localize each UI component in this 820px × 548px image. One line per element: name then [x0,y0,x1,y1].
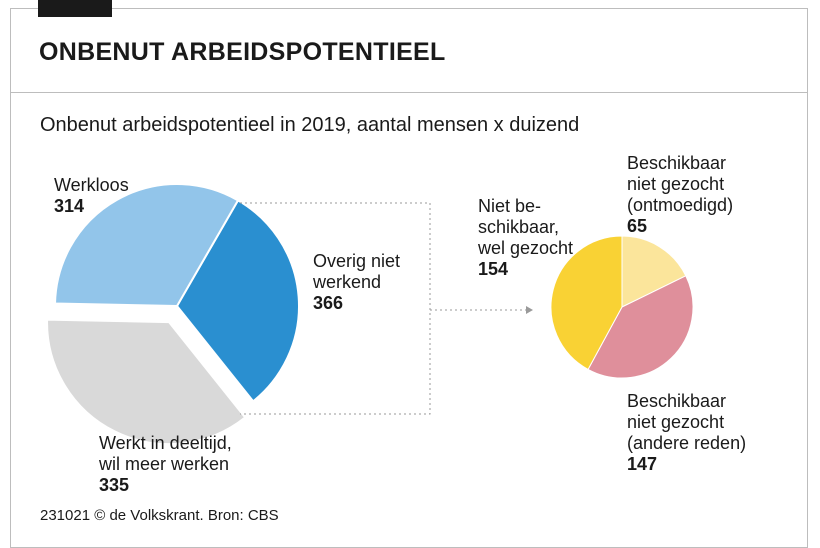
main-pie [46,183,300,446]
label-overig: Overig niet werkend 366 [313,251,400,314]
label-overig-line1: Overig niet [313,251,401,271]
detail-pie-slice-beschikbaar-niet-gezocht-ontmoedigd [621,235,687,308]
label-ontmoedigd-line3: (ontmoedigd) [627,195,734,215]
label-niet-beschikbaar: Niet be- schikbaar, wel gezocht 154 [478,196,573,280]
source-credit: 231021 © de Volkskrant. Bron: CBS [40,507,279,524]
connector-bracket [240,202,431,415]
chart-subtitle: Onbenut arbeidspotentieel in 2019, aanta… [40,114,580,136]
label-overig-value: 366 [313,293,344,313]
label-werkloos: Werkloos 314 [54,175,129,217]
label-werkloos-name: Werkloos [54,175,129,195]
pie-charts [46,183,694,446]
detail-pie-slice-niet-beschikbaar-wel-gezocht [550,235,623,370]
label-andere-reden-line1: Beschikbaar [627,391,727,411]
detail-pie-slice-beschikbaar-niet-gezocht-andere-reden [587,275,694,379]
detail-pie [550,235,694,379]
label-deeltijd-line1: Werkt in deeltijd, [99,433,232,453]
connector-arrow-head [526,306,533,314]
label-andere-reden: Beschikbaar niet gezocht (andere reden) … [627,391,746,475]
label-niet-beschikbaar-line3: wel gezocht [478,238,574,258]
label-andere-reden-line3: (andere reden) [627,433,747,453]
label-ontmoedigd-line1: Beschikbaar [627,153,727,173]
header-divider [10,92,808,93]
label-overig-line2: werkend [313,272,382,292]
label-deeltijd-value: 335 [99,475,130,495]
label-andere-reden-value: 147 [627,454,658,474]
label-niet-beschikbaar-value: 154 [478,259,509,279]
label-niet-beschikbaar-line1: Niet be- [478,196,542,216]
connector-lines [240,202,533,415]
label-niet-beschikbaar-line2: schikbaar, [478,217,560,237]
label-deeltijd: Werkt in deeltijd, wil meer werken 335 [99,433,232,496]
label-ontmoedigd: Beschikbaar niet gezocht (ontmoedigd) 65 [627,153,733,237]
label-werkloos-value: 314 [54,196,85,216]
main-pie-slice-werkloos [176,199,300,403]
main-pie-slice-werkt-in-deeltijd-wil-meer-werken [54,183,239,307]
label-ontmoedigd-value: 65 [627,216,648,236]
label-ontmoedigd-line2: niet gezocht [627,174,725,194]
label-deeltijd-line2: wil meer werken [99,454,230,474]
main-pie-slice-overig-niet-werkend [46,318,247,446]
label-andere-reden-line2: niet gezocht [627,412,725,432]
accent-bar [38,0,112,17]
page-title: ONBENUT ARBEIDSPOTENTIEEL [39,38,446,66]
